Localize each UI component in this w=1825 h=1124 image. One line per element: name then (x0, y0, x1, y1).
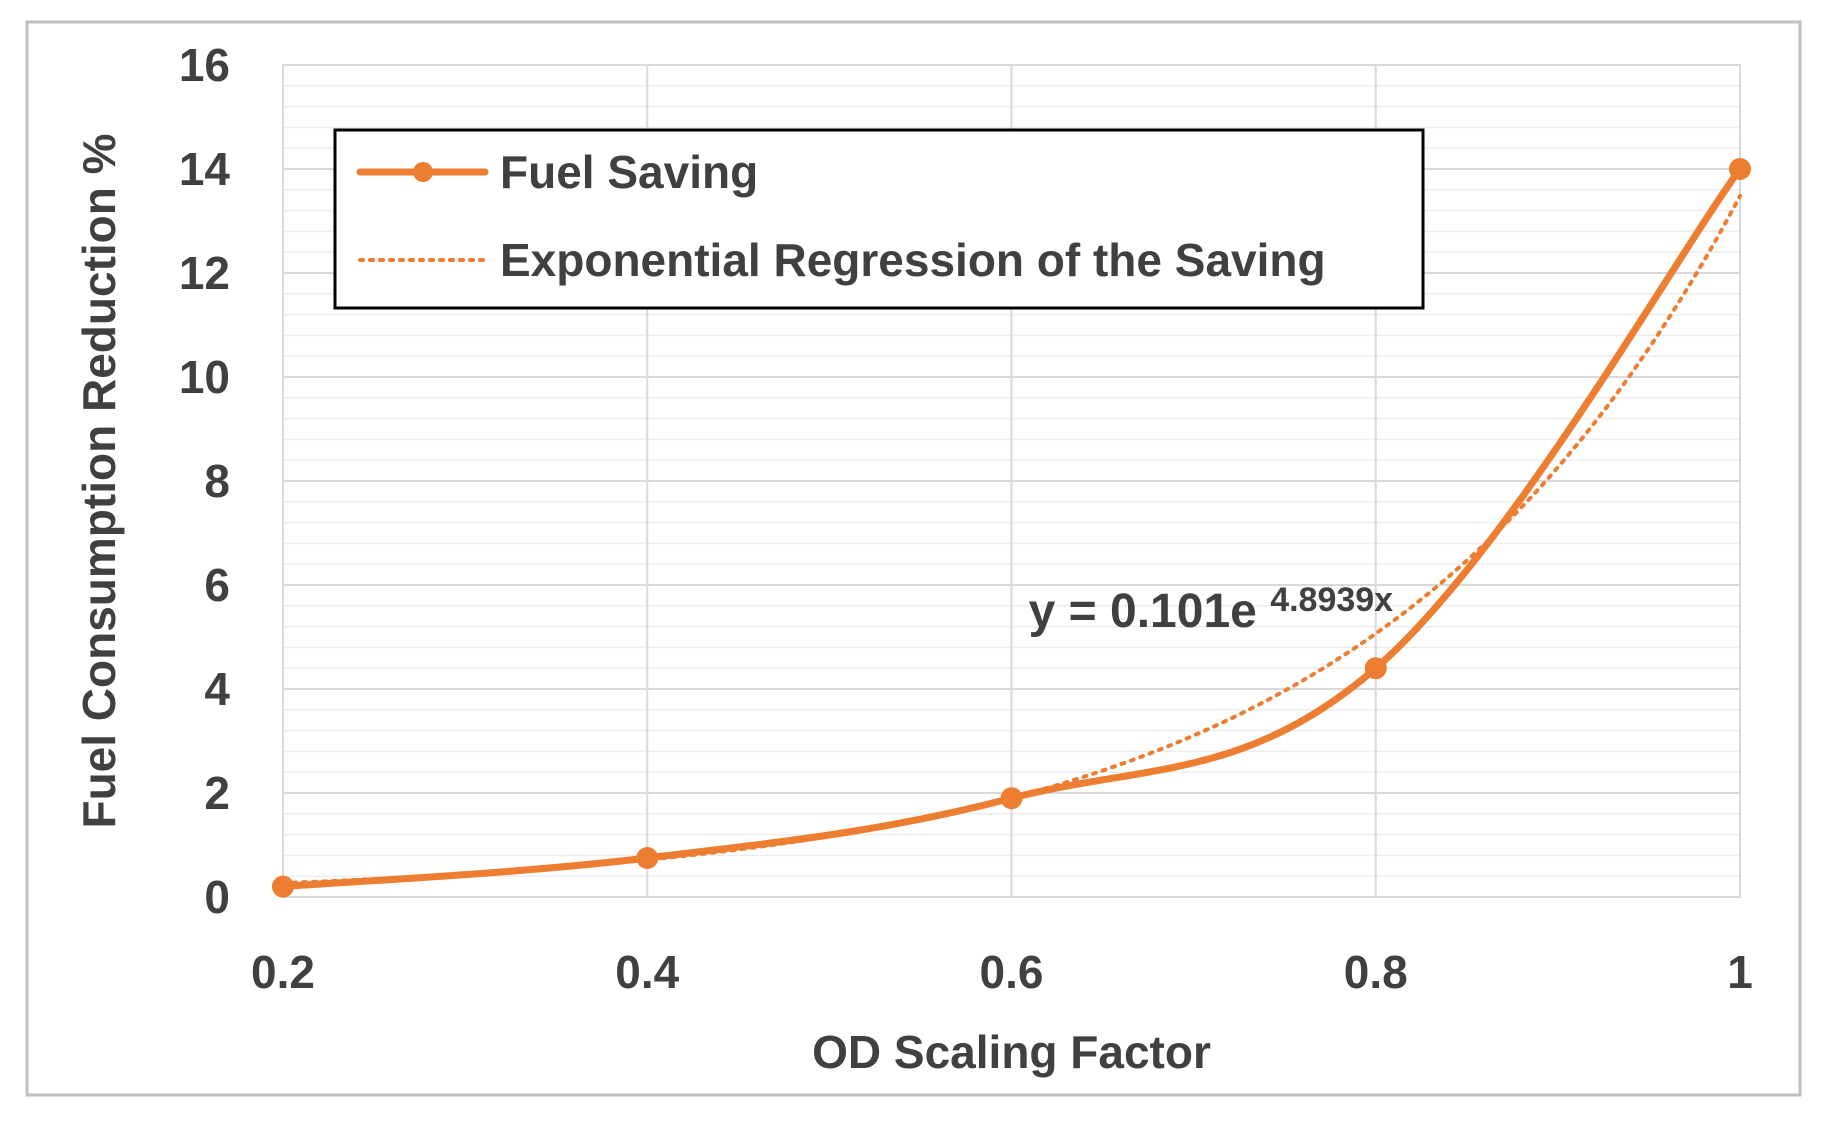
y-tick-label: 12 (179, 247, 230, 299)
y-tick-label: 8 (204, 455, 230, 507)
y-tick-label: 10 (179, 351, 230, 403)
fuel-saving-markers (272, 158, 1751, 898)
legend: Fuel Saving Exponential Regression of th… (333, 128, 1425, 310)
x-tick-label: 0.6 (980, 946, 1044, 998)
y-tick-label: 16 (179, 39, 230, 91)
x-tick-label: 0.8 (1344, 946, 1408, 998)
fuel-saving-point (1364, 657, 1387, 680)
y-tick-label: 6 (204, 559, 230, 611)
regression-equation: y = 0.101e 4.8939x (1029, 581, 1394, 638)
fuel-saving-point (272, 875, 294, 898)
x-axis-tick-labels: 0.2 0.4 0.6 0.8 1 (251, 946, 1753, 998)
y-tick-label: 14 (179, 143, 231, 195)
y-tick-label: 2 (204, 767, 230, 819)
y-axis-title: Fuel Consumption Reduction % (73, 133, 125, 828)
legend-label-fuel-saving: Fuel Saving (500, 146, 758, 198)
plot-area (282, 64, 1741, 898)
fuel-saving-point (1729, 158, 1751, 180)
equation-base: y = 0.101e (1029, 585, 1257, 638)
x-tick-label: 0.4 (615, 946, 679, 998)
legend-box (333, 128, 1425, 310)
y-tick-label: 4 (204, 663, 230, 715)
x-tick-label: 0.2 (251, 946, 315, 998)
fuel-saving-point (636, 847, 659, 869)
equation-exponent: 4.8939x (1270, 581, 1393, 619)
y-tick-label: 0 (204, 871, 230, 923)
fuel-saving-point (1000, 787, 1023, 810)
x-axis-title: OD Scaling Factor (812, 1026, 1211, 1078)
y-axis-tick-labels: 0 2 4 6 8 10 12 14 16 (179, 39, 231, 923)
legend-marker-fuel-saving (413, 162, 433, 182)
legend-label-regression: Exponential Regression of the Saving (500, 234, 1326, 286)
fuel-saving-series-line (279, 165, 1744, 891)
x-tick-label: 1 (1727, 946, 1753, 998)
